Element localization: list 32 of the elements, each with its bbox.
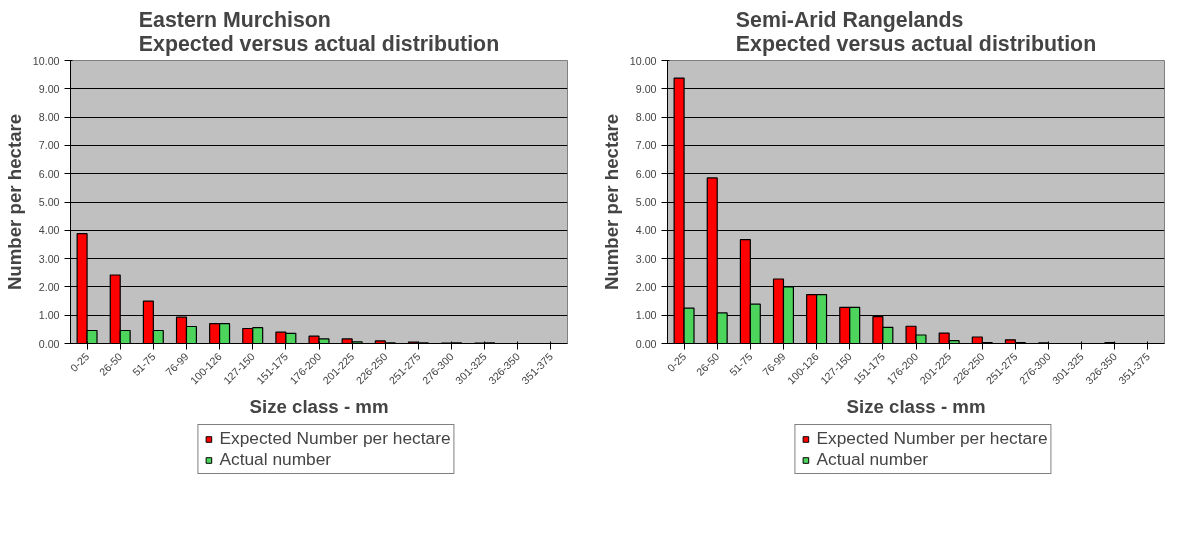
y-tick-label: 9.00 [38,82,60,95]
y-tick-label: 2.00 [38,280,60,293]
y-tick-label: 2.00 [635,280,657,293]
y-tick-label: 4.00 [38,224,60,237]
y-tick-label: 7.00 [635,139,657,152]
y-tick-label: 1.00 [635,309,657,322]
legend-label: Expected Number per hectare [816,428,1048,449]
legend-label: Expected Number per hectare [219,428,451,449]
y-tick-label: 0.00 [38,337,60,350]
chart-title: Semi-Arid Rangelands Expected versus actual distribution [735,7,1097,56]
y-tick-label: 10.00 [629,54,657,67]
x-axis-title: Size class - mm [249,395,389,417]
y-tick-label: 3.00 [635,252,657,265]
y-tick-label: 7.00 [38,139,60,152]
y-tick-label: 0.00 [635,337,657,350]
y-tick-label: 10.00 [32,54,60,67]
y-tick-label: 6.00 [635,167,657,180]
chart-title: Eastern Murchison Expected versus actual distribution [138,7,500,56]
y-tick-label: 6.00 [38,167,60,180]
legend-label: Actual number [816,449,929,470]
y-tick-label: 1.00 [38,309,60,322]
y-tick-label: 5.00 [38,196,60,208]
y-tick-label: 3.00 [38,252,60,265]
legend-label: Actual number [219,449,332,470]
y-tick-label: 5.00 [635,196,657,208]
x-axis-title: Size class - mm [846,395,986,417]
y-tick-label: 8.00 [38,111,60,124]
y-tick-label: 4.00 [635,224,657,237]
y-axis-title: Number per hectare [3,113,25,291]
y-axis-title: Number per hectare [600,113,622,291]
y-tick-label: 8.00 [635,111,657,124]
y-tick-label: 9.00 [635,82,657,95]
